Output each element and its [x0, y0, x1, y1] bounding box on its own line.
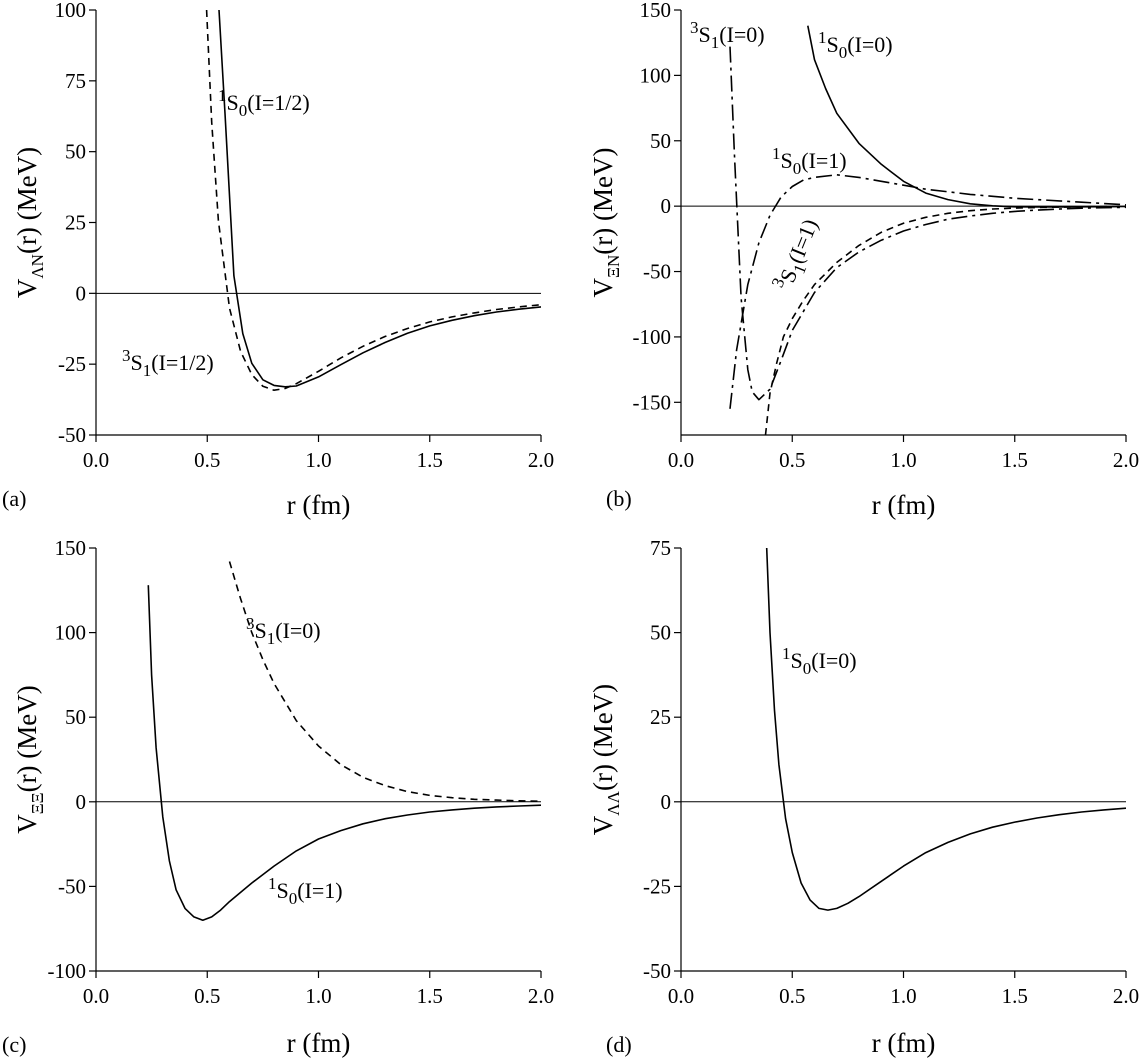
x-tick-label: 0.5 — [779, 448, 805, 472]
y-tick-label: 150 — [55, 536, 87, 560]
y-tick-label: 75 — [650, 536, 671, 560]
x-tick-label: 2.0 — [1113, 984, 1139, 1008]
y-tick-label: -150 — [633, 390, 672, 414]
y-axis-label: VΞΞ(r) (MeV) — [12, 685, 47, 834]
series-line-1S0(I=1/2) — [218, 10, 541, 388]
y-axis-label: VΞN(r) (MeV) — [588, 148, 623, 298]
x-tick-label: 2.0 — [528, 448, 554, 472]
series-label-3S1(I=0): 3S1(I=0) — [690, 18, 765, 52]
panel-label: (c) — [2, 1032, 26, 1057]
x-axis-label: r (fm) — [872, 490, 936, 520]
x-axis-label: r (fm) — [872, 1028, 936, 1058]
series-label-3S1(I=1/2): 3S1(I=1/2) — [122, 346, 214, 380]
x-tick-label: 1.0 — [305, 448, 331, 472]
series-line-3S1(I=1) — [764, 205, 1126, 435]
panel-label: (a) — [2, 486, 26, 511]
y-axis-label: VΛΛ(r) (MeV) — [588, 684, 623, 835]
y-tick-label: -25 — [58, 352, 86, 376]
y-tick-label: 0 — [76, 790, 87, 814]
x-tick-label: 0.0 — [83, 448, 109, 472]
x-tick-label: 0.0 — [83, 984, 109, 1008]
series-line-1S0(I=1) — [147, 585, 541, 922]
series-label-1S0(I=0): 1S0(I=0) — [782, 644, 857, 678]
panel-b: 0.0 0.5 1.0 1.5 2.0 150 100 50 0 -50 -100 -150 r (fm… — [588, 0, 1139, 520]
y-tick-label: 50 — [65, 140, 86, 164]
panel-a: 0.0 0.5 1.0 1.5 2.0 100 75 50 25 0 -25 -50 r (fm) VΛN… — [2, 0, 554, 520]
y-tick-label: 0 — [661, 790, 672, 814]
series-label-1S0(I=1): 1S0(I=1) — [268, 874, 343, 908]
y-tick-label: 50 — [650, 621, 671, 645]
x-axis-label: r (fm) — [287, 490, 351, 520]
y-tick-label: 100 — [55, 621, 87, 645]
series-label-1S0(I=1): 1S0(I=1) — [772, 144, 847, 178]
series-label-1S0(I=1/2): 1S0(I=1/2) — [218, 86, 310, 120]
y-tick-label: 0 — [76, 281, 87, 305]
panel-c: 0.0 0.5 1.0 1.5 2.0 150 100 50 0 -50 -100 r (fm) VΞΞ… — [2, 536, 554, 1058]
y-tick-label: -50 — [58, 874, 86, 898]
x-tick-label: 0.5 — [779, 984, 805, 1008]
y-tick-label: 100 — [55, 0, 87, 22]
x-tick-label: 0.5 — [194, 984, 220, 1008]
y-tick-label: -50 — [643, 959, 671, 983]
x-tick-label: 1.5 — [1002, 984, 1028, 1008]
y-tick-label: 25 — [65, 211, 86, 235]
y-tick-label: 0 — [661, 194, 672, 218]
x-tick-label: 2.0 — [528, 984, 554, 1008]
x-tick-label: 0.0 — [668, 984, 694, 1008]
panel-label: (d) — [606, 1032, 632, 1057]
x-tick-label: 2.0 — [1113, 448, 1139, 472]
x-tick-label: 1.0 — [890, 448, 916, 472]
x-tick-label: 1.5 — [417, 448, 443, 472]
y-tick-label: 50 — [65, 705, 86, 729]
x-tick-label: 1.0 — [890, 984, 916, 1008]
series-line-3S1(I=0) — [729, 46, 1126, 401]
x-tick-label: 0.5 — [194, 448, 220, 472]
y-tick-label: -100 — [48, 959, 87, 983]
series-label-3S1(I=0): 3S1(I=0) — [246, 614, 321, 648]
series-line-1S0(I=0) — [765, 548, 1126, 911]
series-label-1S0(I=0): 1S0(I=0) — [818, 28, 893, 62]
series-line-3S1(I=0) — [228, 561, 541, 803]
y-tick-label: 25 — [650, 705, 671, 729]
x-tick-label: 0.0 — [668, 448, 694, 472]
x-tick-label: 1.5 — [1002, 448, 1028, 472]
y-tick-label: -50 — [58, 423, 86, 447]
panel-d: 0.0 0.5 1.0 1.5 2.0 75 50 25 0 -25 -50 r (fm) VΛΛ(r)… — [588, 536, 1139, 1058]
y-tick-label: -25 — [643, 874, 671, 898]
panel-label: (b) — [606, 486, 632, 511]
y-tick-label: 75 — [65, 69, 86, 93]
x-tick-label: 1.5 — [417, 984, 443, 1008]
series-label-3S1(I=1): 3S1(I=1) — [768, 214, 827, 296]
y-tick-label: -50 — [643, 260, 671, 284]
y-tick-label: 100 — [640, 63, 672, 87]
x-axis-label: r (fm) — [287, 1028, 351, 1058]
series-line-3S1(I=1/2) — [205, 10, 541, 392]
y-tick-label: 50 — [650, 129, 671, 153]
y-axis-label: VΛN(r) (MeV) — [12, 147, 47, 298]
x-tick-label: 1.0 — [305, 984, 331, 1008]
y-tick-label: -100 — [633, 325, 672, 349]
series-line-1S0(I=1) — [729, 174, 1126, 409]
y-tick-label: 150 — [640, 0, 672, 22]
